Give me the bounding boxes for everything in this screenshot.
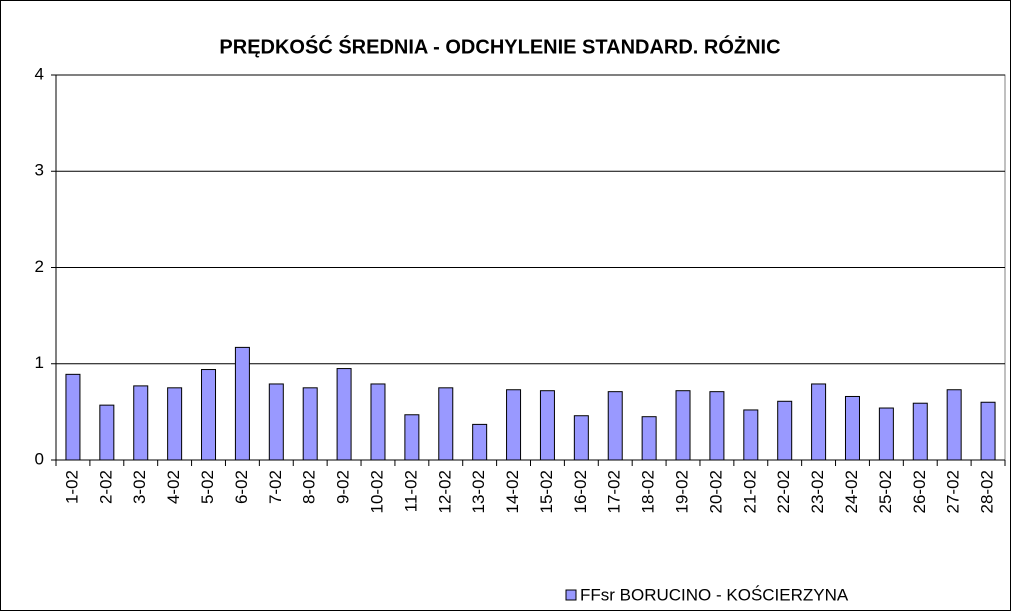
x-tick-label: 23-02 [808, 470, 827, 513]
x-tick-label: 11-02 [401, 470, 420, 512]
x-tick-label: 7-02 [266, 470, 285, 504]
x-tick-label: 1-02 [62, 470, 81, 504]
bar [573, 415, 589, 461]
bar [777, 400, 793, 461]
y-tick-label: 3 [35, 161, 44, 180]
bar [709, 391, 725, 461]
bar [946, 389, 962, 461]
x-tick-label: 26-02 [910, 470, 929, 513]
x-tick-label: 25-02 [876, 470, 895, 513]
bar [404, 414, 420, 461]
bar [641, 416, 657, 461]
x-tick-label: 13-02 [469, 470, 488, 513]
bar [268, 383, 284, 461]
bar [99, 404, 115, 461]
legend-swatch [565, 589, 577, 601]
bar [844, 395, 860, 461]
y-tick-label: 0 [35, 449, 44, 468]
bar [167, 387, 183, 461]
x-tick-label: 20-02 [706, 470, 725, 513]
x-tick-label: 18-02 [639, 470, 658, 513]
bar [675, 390, 691, 461]
x-tick-label: 4-02 [164, 470, 183, 504]
x-tick-label: 2-02 [96, 470, 115, 504]
x-tick-label: 5-02 [198, 470, 217, 504]
bar [302, 387, 318, 461]
chart-title: PRĘDKOŚĆ ŚREDNIA - ODCHYLENIE STANDARD. … [219, 34, 780, 58]
y-tick-label: 2 [35, 257, 44, 276]
bar [811, 383, 827, 461]
x-tick-label: 10-02 [367, 470, 386, 513]
bar [912, 402, 928, 461]
x-tick-label: 9-02 [334, 470, 353, 504]
x-tick-label: 19-02 [673, 470, 692, 513]
bar [878, 407, 894, 461]
bar [506, 389, 522, 461]
x-tick-label: 17-02 [605, 470, 624, 513]
bar [201, 369, 217, 461]
x-tick-label: 28-02 [978, 470, 997, 513]
x-tick-label: 16-02 [571, 470, 590, 513]
bar [336, 368, 352, 461]
x-tick-label: 6-02 [232, 470, 251, 504]
x-tick-label: 8-02 [300, 470, 319, 504]
x-tick-label: 21-02 [740, 470, 759, 513]
legend-label: FFsr BORUCINO - KOŚCIERZYNA [580, 585, 849, 604]
x-tick-label: 24-02 [842, 470, 861, 513]
x-tick-label: 12-02 [435, 470, 454, 513]
x-tick-label: 3-02 [130, 470, 149, 504]
bar [65, 373, 81, 461]
bar [980, 401, 996, 461]
y-tick-label: 4 [35, 64, 44, 83]
bar [133, 385, 149, 461]
x-tick-label: 22-02 [774, 470, 793, 513]
bar [438, 387, 454, 461]
x-tick-label: 15-02 [537, 470, 556, 513]
bar [607, 391, 623, 461]
y-tick-label: 1 [35, 353, 44, 372]
bar [539, 390, 555, 461]
bar [743, 409, 759, 461]
bar [370, 383, 386, 461]
x-tick-label: 27-02 [944, 470, 963, 513]
bar [234, 346, 250, 461]
x-tick-label: 14-02 [503, 470, 522, 513]
bar [472, 423, 488, 461]
